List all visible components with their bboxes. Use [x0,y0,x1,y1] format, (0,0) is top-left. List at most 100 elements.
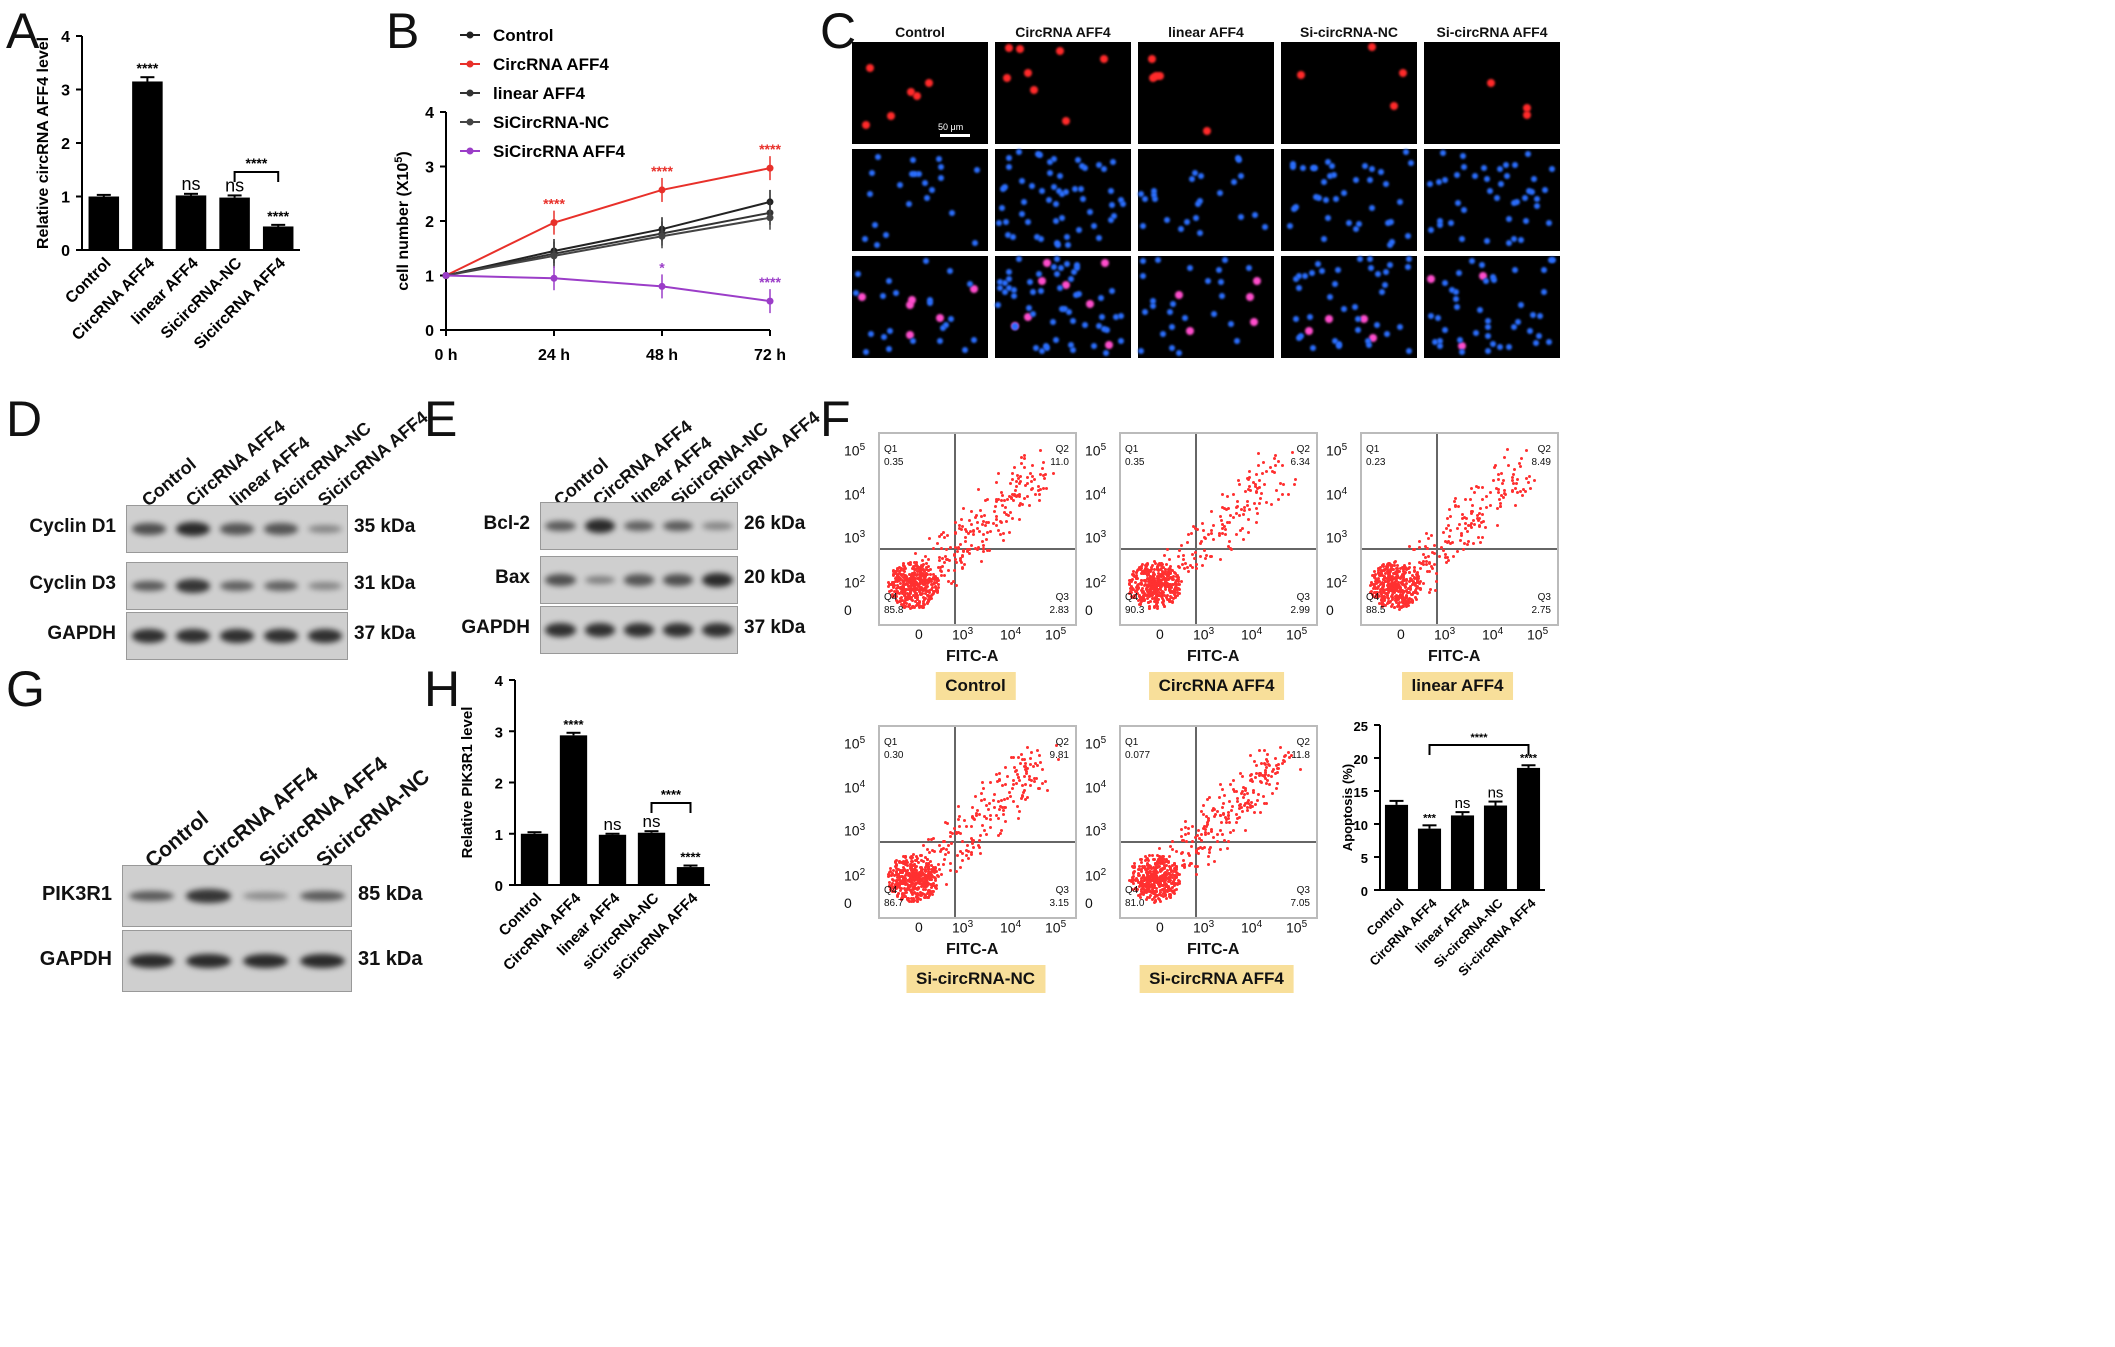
event-dot [1480,497,1484,501]
x-tick-label: 103 [952,919,974,936]
event-dot [1155,568,1159,572]
event-dot [1381,589,1385,593]
event-dot [983,829,987,833]
event-dot [1220,519,1224,523]
event-dot [1276,781,1280,785]
event-dot [1158,562,1162,566]
nucleus [1016,256,1023,263]
event-dot [910,598,914,602]
event-dot [1164,584,1168,588]
event-dot [927,588,931,592]
protein-label: PIK3R1 [41,883,112,905]
event-dot [1019,502,1023,506]
event-dot [1145,589,1149,593]
stained-cell [1043,258,1052,267]
nucleus [1117,197,1124,204]
event-dot [915,566,919,570]
event-dot [1209,528,1213,532]
event-dot [910,572,914,576]
event-dot [1163,581,1167,585]
nucleus [1107,216,1114,223]
nucleus [1252,212,1258,219]
nucleus [1029,182,1036,189]
y-tick-exponent: 5 [1100,442,1107,453]
event-dot [1173,592,1177,596]
event-dot [1169,567,1173,571]
event-dot [1519,464,1523,468]
event-dot [937,867,941,871]
event-dot [1184,840,1188,844]
event-dot [1455,526,1459,530]
event-dot [919,586,923,590]
event-dot [1173,590,1177,594]
event-dot [931,546,935,550]
blot-strip [540,606,738,654]
nucleus [1051,264,1058,271]
y-tick-label: 102 [1326,574,1348,591]
event-dot [1433,589,1437,593]
event-dot [946,843,950,847]
event-dot [1131,870,1135,874]
event-dot [1378,602,1382,606]
event-dot [901,602,905,606]
event-dot [1195,873,1199,877]
event-dot [1200,539,1204,543]
event-dot [1384,577,1388,581]
significance-label: **** [680,850,701,865]
event-dot [977,813,981,817]
event-dot [1031,486,1035,490]
event-dot [978,838,982,842]
molecular-weight-label: 31 kDa [354,573,416,594]
event-dot [1280,464,1284,468]
event-dot [1208,850,1212,854]
nucleus [1016,149,1023,156]
x-tick-label: 104 [1000,626,1022,643]
event-dot [898,599,902,603]
event-dot [921,573,925,577]
x-tick-label: 24 h [538,347,570,364]
group-label: Si-circRNA-NC [905,965,1046,993]
flow-plot: Q1 0.077 Q2 11.8 Q3 7.05 Q4 81.0 [1119,725,1318,919]
event-dot [1501,482,1505,486]
nucleus [1086,209,1093,216]
event-dot [1185,566,1189,570]
event-dot [1038,760,1042,764]
nucleus [1542,186,1549,193]
event-dot [1218,848,1222,852]
event-dot [921,583,925,587]
event-dot [1477,511,1481,515]
y-tick-label: 20 [1354,752,1368,767]
group-label: Control [935,672,1016,700]
event-dot [948,835,952,839]
event-dot [974,516,978,520]
microscopy-tile [995,256,1131,358]
event-dot [1156,571,1160,575]
microscopy-tile [852,42,988,144]
quadrant-q1-label: Q1 [884,737,898,748]
protein-label: GAPDH [47,623,116,644]
event-dot [1197,836,1201,840]
nucleus [1096,161,1103,168]
protein-band [131,580,167,592]
event-dot [915,565,919,569]
event-dot [1183,562,1187,566]
event-dot [912,568,916,572]
event-dot [1225,520,1229,524]
nucleus [1320,235,1327,242]
nucleus [1056,187,1063,194]
nucleus [1010,292,1017,299]
event-dot [1149,584,1153,588]
event-dot [1247,470,1251,474]
event-dot [1263,749,1267,753]
nucleus [1441,176,1448,183]
stained-cell [925,78,934,87]
event-dot [1193,864,1197,868]
event-dot [1513,467,1517,471]
event-dot [1402,564,1406,568]
event-dot [916,584,920,588]
legend-marker [466,89,474,97]
nucleus [1101,165,1108,172]
nucleus [910,337,917,344]
